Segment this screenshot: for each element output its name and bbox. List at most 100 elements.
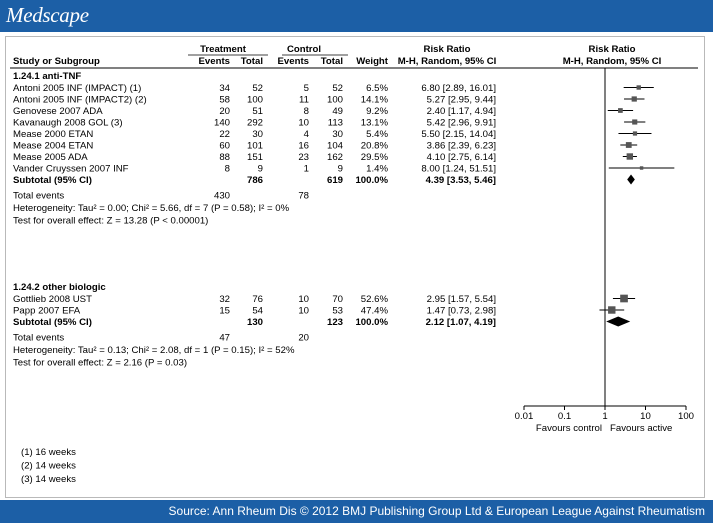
treatment-events: 20 — [219, 106, 230, 117]
method-header: M-H, Random, 95% CI — [398, 56, 497, 67]
study-risk-ratio: 5.50 [2.15, 14.04] — [421, 129, 496, 140]
treatment-events-header: Events — [199, 56, 230, 67]
top-banner: Medscape — [0, 0, 713, 32]
study-point-marker — [620, 294, 628, 303]
x-tick-label: 0.01 — [515, 411, 534, 422]
total-events-treatment: 47 — [219, 333, 230, 344]
treatment-total: 54 — [252, 306, 263, 317]
study-risk-ratio: 4.10 [2.75, 6.14] — [427, 152, 496, 163]
study-risk-ratio: 2.40 [1.17, 4.94] — [427, 106, 496, 117]
control-events: 10 — [298, 118, 309, 129]
control-header: Control — [287, 44, 321, 55]
study-label: Mease 2005 ADA — [13, 152, 88, 163]
subtotal-weight: 100.0% — [355, 317, 388, 328]
control-events-header: Events — [278, 56, 309, 67]
control-events: 1 — [304, 164, 309, 175]
treatment-total: 51 — [252, 106, 263, 117]
treatment-events: 8 — [225, 164, 230, 175]
control-total: 53 — [332, 306, 343, 317]
study-risk-ratio: 1.47 [0.73, 2.98] — [427, 306, 496, 317]
heterogeneity-text: Heterogeneity: Tau² = 0.00; Chi² = 5.66,… — [13, 203, 290, 214]
favours-active-label: Favours active — [610, 423, 672, 434]
total-events-label: Total events — [13, 333, 64, 344]
weight-header: Weight — [356, 56, 389, 67]
control-events: 5 — [304, 83, 309, 94]
study-point-marker — [639, 166, 644, 170]
footnote: (1) 16 weeks — [21, 447, 76, 458]
study-point-marker — [632, 119, 638, 125]
study-point-marker — [631, 96, 637, 102]
treatment-events: 34 — [219, 83, 230, 94]
subtotal-label: Subtotal (95% CI) — [13, 317, 92, 328]
subtotal-control-total: 123 — [327, 317, 343, 328]
favours-control-label: Favours control — [536, 423, 602, 434]
study-weight: 47.4% — [361, 306, 389, 317]
study-point-marker — [632, 131, 638, 136]
treatment-events: 15 — [219, 306, 230, 317]
treatment-total: 52 — [252, 83, 263, 94]
study-label: Papp 2007 EFA — [13, 306, 81, 317]
study-risk-ratio: 6.80 [2.89, 16.01] — [421, 83, 496, 94]
study-weight: 9.2% — [366, 106, 388, 117]
x-tick-label: 1 — [602, 411, 607, 422]
subtotal-risk-ratio: 2.12 [1.07, 4.19] — [426, 317, 496, 328]
study-label: Mease 2000 ETAN — [13, 129, 93, 140]
overall-effect-text: Test for overall effect: Z = 13.28 (P < … — [13, 216, 208, 227]
bottom-banner: Source: Ann Rheum Dis © 2012 BMJ Publish… — [0, 500, 713, 523]
control-total: 104 — [327, 141, 344, 152]
study-weight: 52.6% — [361, 294, 389, 305]
study-weight: 29.5% — [361, 152, 389, 163]
control-events: 11 — [299, 95, 309, 106]
subgroup-title: 1.24.1 anti-TNF — [13, 71, 81, 82]
study-label: Gottlieb 2008 UST — [13, 294, 92, 305]
treatment-header: Treatment — [200, 44, 247, 55]
subtotal-weight: 100.0% — [355, 175, 388, 186]
study-header: Study or Subgroup — [13, 56, 100, 67]
study-risk-ratio: 3.86 [2.39, 6.23] — [427, 141, 496, 152]
footnote: (3) 14 weeks — [21, 474, 76, 485]
treatment-events: 60 — [219, 141, 230, 152]
subtotal-diamond — [627, 174, 635, 185]
study-weight: 13.1% — [361, 118, 389, 129]
study-label: Genovese 2007 ADA — [13, 106, 103, 117]
control-total: 70 — [332, 294, 343, 305]
study-label: Antoni 2005 INF (IMPACT) (1) — [13, 83, 141, 94]
subtotal-control-total: 619 — [327, 175, 343, 186]
treatment-total: 292 — [247, 118, 263, 129]
control-events: 10 — [298, 294, 309, 305]
x-tick-label: 0.1 — [558, 411, 571, 422]
total-events-label: Total events — [13, 191, 64, 202]
control-events: 4 — [304, 129, 310, 140]
overall-effect-text: Test for overall effect: Z = 2.16 (P = 0… — [13, 358, 187, 369]
study-label: Mease 2004 ETAN — [13, 141, 93, 152]
treatment-total: 100 — [247, 95, 263, 106]
figure-panel — [5, 36, 705, 498]
control-total: 49 — [332, 106, 343, 117]
treatment-events: 22 — [219, 129, 230, 140]
x-tick-label: 10 — [640, 411, 651, 422]
study-point-marker — [625, 142, 632, 148]
subtotal-treatment-total: 786 — [247, 175, 263, 186]
method-plot-header: M-H, Random, 95% CI — [563, 56, 662, 67]
risk-ratio-plot-header: Risk Ratio — [589, 44, 636, 55]
treatment-events: 32 — [219, 294, 230, 305]
heterogeneity-text: Heterogeneity: Tau² = 0.13; Chi² = 2.08,… — [13, 345, 295, 356]
total-events-control: 78 — [298, 191, 309, 202]
footnote: (2) 14 weeks — [21, 461, 76, 472]
study-point-marker — [618, 108, 623, 113]
control-total: 9 — [338, 164, 343, 175]
x-tick-label: 100 — [678, 411, 694, 422]
control-total-header: Total — [321, 56, 343, 67]
risk-ratio-header: Risk Ratio — [424, 44, 471, 55]
treatment-total: 151 — [247, 152, 263, 163]
study-risk-ratio: 2.95 [1.57, 5.54] — [427, 294, 496, 305]
study-weight: 5.4% — [366, 129, 388, 140]
subtotal-risk-ratio: 4.39 [3.53, 5.46] — [426, 175, 496, 186]
control-total: 113 — [328, 118, 343, 129]
control-total: 30 — [332, 129, 343, 140]
treatment-events: 58 — [219, 95, 230, 106]
study-risk-ratio: 5.42 [2.96, 9.91] — [427, 118, 496, 129]
medscape-logo: Medscape — [6, 3, 89, 27]
treatment-total: 9 — [258, 164, 263, 175]
